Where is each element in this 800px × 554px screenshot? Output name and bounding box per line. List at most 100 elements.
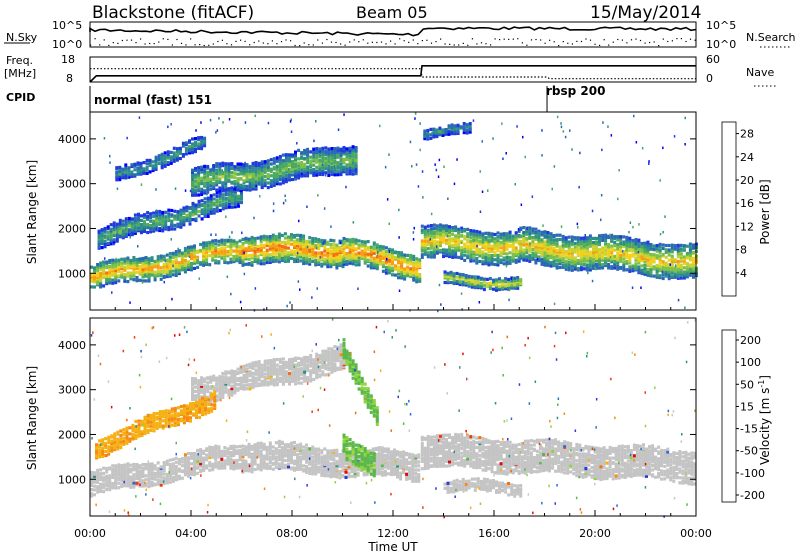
power-cell	[661, 265, 665, 269]
power-noise	[551, 187, 553, 191]
power-cell	[450, 127, 454, 132]
nsearch-point	[108, 44, 110, 46]
power-noise	[571, 148, 573, 151]
power-cell	[203, 209, 207, 214]
power-cell	[634, 256, 638, 260]
power-cell	[315, 155, 319, 159]
nsearch-point	[90, 44, 92, 46]
power-cell	[412, 273, 416, 277]
power-cell	[467, 274, 471, 278]
power-cell	[348, 146, 352, 150]
power-cell	[205, 247, 209, 251]
velocity-cell	[265, 445, 269, 450]
power-cell	[479, 281, 483, 285]
power-cell	[561, 253, 565, 257]
power-noise	[661, 270, 664, 274]
power-cell	[305, 239, 309, 243]
velocity-cell	[132, 467, 136, 471]
power-cell	[321, 157, 325, 161]
power-cell	[112, 233, 116, 237]
power-cell	[670, 268, 674, 272]
velocity-cell	[114, 466, 118, 470]
power-cell	[423, 249, 427, 253]
velocity-cell	[120, 477, 124, 481]
power-cell	[673, 272, 677, 276]
power-noise	[429, 238, 431, 241]
power-cell	[171, 251, 175, 255]
power-cell	[363, 243, 367, 247]
power-cell	[165, 265, 169, 269]
power-cell	[184, 141, 188, 145]
power-cell	[327, 159, 331, 164]
velocity-cell	[90, 476, 93, 480]
power-cell	[519, 250, 523, 254]
velocity-cell	[253, 459, 257, 464]
power-cell	[604, 252, 608, 256]
power-cell	[211, 256, 215, 260]
power-cell	[96, 267, 100, 271]
nsearch-point	[167, 38, 169, 40]
power-cell	[391, 248, 394, 252]
power-cell	[180, 260, 184, 265]
velocity-cell	[208, 445, 212, 449]
power-cell	[188, 151, 191, 155]
power-cell	[502, 248, 506, 252]
power-cell	[154, 167, 158, 171]
power-cell	[294, 154, 297, 158]
power-cell	[528, 248, 532, 252]
power-cell	[499, 258, 503, 262]
power-cell	[628, 236, 632, 240]
power-cell	[103, 239, 107, 243]
power-cell	[237, 204, 240, 208]
power-cell	[284, 157, 288, 161]
power-cell	[227, 169, 231, 174]
power-noise	[193, 184, 195, 188]
power-cell	[505, 236, 509, 240]
power-cell	[423, 243, 427, 247]
power-cell	[238, 245, 242, 249]
power-cell	[540, 260, 544, 264]
power-cell	[525, 258, 529, 262]
power-cell	[150, 268, 154, 272]
power-noise	[376, 253, 379, 256]
velocity-cell	[287, 462, 290, 466]
velocity-cell	[108, 488, 112, 492]
power-cell	[106, 230, 110, 235]
power-cell	[673, 246, 677, 250]
power-cell	[133, 168, 137, 172]
power-cell	[212, 197, 216, 201]
power-cell	[435, 128, 439, 132]
power-cell	[432, 240, 436, 244]
power-cell	[105, 266, 109, 270]
velocity-cell	[250, 444, 254, 448]
power-cell	[268, 242, 272, 246]
velocity-cell	[274, 459, 278, 463]
velocity-cell	[102, 471, 106, 475]
power-cell	[155, 219, 159, 223]
nsearch-tick-bottom: 10^0	[706, 38, 736, 51]
power-cell	[384, 265, 388, 269]
nsearch-point	[658, 45, 660, 47]
power-noise	[577, 226, 579, 229]
velocity-cell	[96, 485, 100, 489]
power-cell	[558, 252, 562, 256]
power-cell	[501, 283, 505, 287]
power-cell	[269, 182, 273, 186]
power-cell	[199, 248, 203, 253]
velocity-cell	[277, 442, 281, 446]
velocity-cell	[205, 447, 209, 451]
velocity-cell	[296, 466, 299, 470]
power-cell	[493, 241, 497, 245]
velocity-cell	[99, 468, 103, 472]
power-cell	[576, 252, 580, 256]
power-cell	[197, 180, 201, 184]
power-noise	[638, 223, 640, 226]
nsky-tick-bottom: 10^0	[52, 38, 82, 51]
power-cell	[177, 270, 181, 274]
power-cell	[478, 230, 482, 234]
power-cell	[450, 123, 454, 127]
power-cell	[384, 271, 388, 275]
power-cell	[378, 244, 382, 249]
power-noise	[556, 115, 559, 119]
power-cell	[147, 279, 151, 283]
